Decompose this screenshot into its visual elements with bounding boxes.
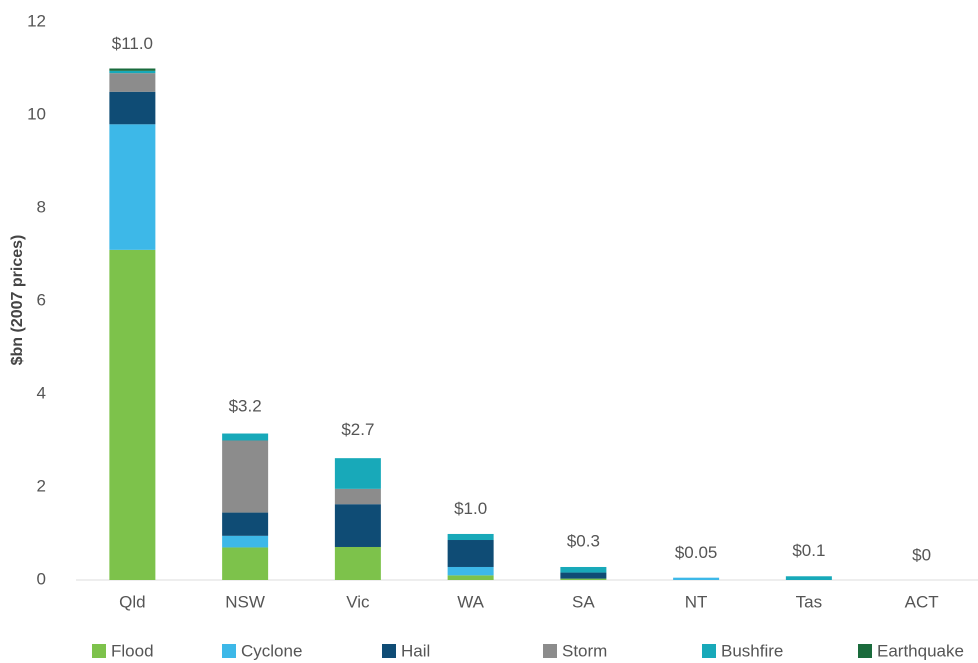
bar-segment [109, 68, 156, 71]
legend-swatch [92, 644, 106, 658]
y-tick-label: 6 [37, 290, 46, 309]
y-tick-label: 12 [27, 11, 46, 30]
y-tick-label: 2 [37, 476, 46, 495]
legend-swatch [858, 644, 872, 658]
bar-segment [222, 547, 269, 580]
legend-label: Hail [401, 641, 430, 660]
x-tick-label: Tas [796, 592, 822, 611]
total-label: $3.2 [229, 397, 262, 416]
bar-segment [560, 572, 607, 579]
bar-segment [222, 433, 269, 441]
bar-segment [334, 488, 381, 505]
bar-segment [109, 124, 156, 250]
y-tick-label: 0 [37, 569, 46, 588]
bar-segment [447, 566, 494, 576]
x-tick-label: Vic [346, 592, 370, 611]
bar-segment [447, 575, 494, 580]
total-label: $0 [912, 545, 931, 564]
bar-segment [560, 566, 607, 573]
legend-swatch [702, 644, 716, 658]
legend-label: Bushfire [721, 641, 783, 660]
total-label: $0.1 [792, 541, 825, 560]
bar-segment [447, 540, 494, 567]
bar-segment [109, 73, 156, 92]
bar-segment [222, 440, 269, 513]
legend-swatch [543, 644, 557, 658]
legend-label: Earthquake [877, 641, 964, 660]
bar-segment [673, 577, 720, 580]
bar-segment [109, 91, 156, 125]
bar-segment [785, 576, 832, 580]
total-label: $0.05 [675, 543, 718, 562]
x-tick-label: SA [572, 592, 595, 611]
bar-segment [334, 504, 381, 547]
legend-swatch [222, 644, 236, 658]
legend-label: Storm [562, 641, 607, 660]
y-tick-label: 8 [37, 197, 46, 216]
x-tick-label: NSW [225, 592, 265, 611]
y-tick-label: 4 [37, 383, 46, 402]
y-axis-label: $bn (2007 prices) [9, 235, 26, 366]
legend-label: Flood [111, 641, 154, 660]
y-tick-label: 10 [27, 104, 46, 123]
legend-swatch [382, 644, 396, 658]
x-tick-label: NT [685, 592, 708, 611]
bar-segment [109, 70, 156, 74]
x-tick-label: Qld [119, 592, 145, 611]
bar-segment [447, 533, 494, 541]
total-label: $0.3 [567, 532, 600, 551]
total-label: $1.0 [454, 499, 487, 518]
bar-segment [222, 535, 269, 548]
bar-segment [560, 578, 607, 580]
bar-segment [334, 546, 381, 580]
bar-segment [109, 249, 156, 580]
legend-label: Cyclone [241, 641, 302, 660]
total-label: $2.7 [341, 420, 374, 439]
x-tick-label: WA [457, 592, 484, 611]
x-tick-label: ACT [905, 592, 939, 611]
bar-segment [222, 512, 269, 536]
bar-segment [334, 458, 381, 489]
total-label: $11.0 [112, 34, 153, 53]
